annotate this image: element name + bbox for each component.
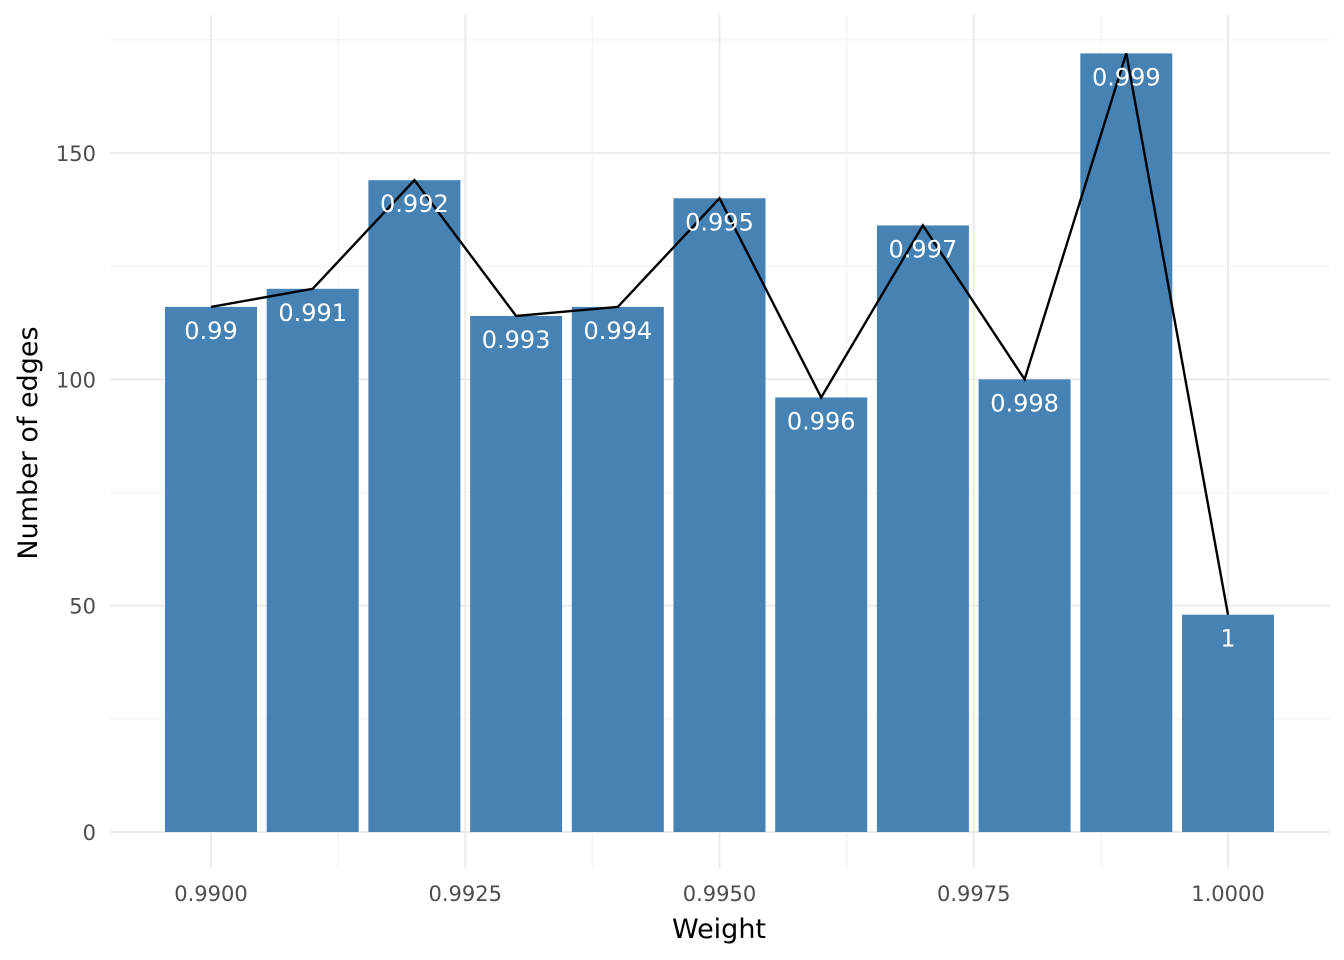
series-line bbox=[210, 53, 1230, 615]
bar-label: 0.998 bbox=[990, 389, 1059, 417]
x-tick-label: 0.9975 bbox=[937, 882, 1010, 906]
x-tick-label: 0.9925 bbox=[429, 882, 502, 906]
y-tick-label: 100 bbox=[56, 368, 96, 392]
bar bbox=[266, 288, 359, 832]
bar bbox=[571, 306, 664, 832]
bar-labels: 0.99 0.991 0.992 0.993 0.994 0.995 0.996 0.997 0… bbox=[184, 63, 1235, 652]
bar bbox=[978, 379, 1071, 832]
bar-label: 0.994 bbox=[583, 317, 652, 345]
bar-label: 0.99 bbox=[184, 317, 237, 345]
y-tick-label: 50 bbox=[69, 595, 96, 619]
bar bbox=[1182, 614, 1274, 832]
y-tick-label: 150 bbox=[56, 142, 96, 166]
y-axis-ticks: 0 50 100 150 bbox=[56, 142, 96, 845]
y-tick-label: 0 bbox=[83, 821, 96, 845]
bar-label: 1 bbox=[1220, 625, 1235, 653]
bars bbox=[165, 53, 1274, 833]
bar-label: 0.991 bbox=[278, 299, 347, 327]
bar-label: 0.992 bbox=[380, 190, 449, 218]
bar bbox=[1080, 53, 1173, 833]
bar bbox=[368, 180, 461, 832]
bar bbox=[165, 306, 257, 832]
bar-label: 0.999 bbox=[1092, 63, 1161, 91]
x-tick-label: 0.9950 bbox=[683, 882, 756, 906]
bar-label: 0.996 bbox=[787, 407, 856, 435]
bar-label: 0.995 bbox=[685, 208, 754, 236]
x-tick-label: 0.9900 bbox=[174, 882, 247, 906]
x-axis-ticks: 0.9900 0.9925 0.9950 0.9975 1.0000 bbox=[174, 882, 1264, 906]
bar-label: 0.997 bbox=[889, 235, 958, 263]
y-axis-title: Number of edges bbox=[13, 326, 44, 559]
x-tick-label: 1.0000 bbox=[1191, 882, 1264, 906]
bar bbox=[876, 225, 969, 833]
bar bbox=[470, 315, 563, 833]
line-layer bbox=[210, 53, 1230, 615]
x-axis-title: Weight bbox=[672, 914, 766, 945]
bar-label: 0.993 bbox=[482, 326, 551, 354]
bar bbox=[673, 198, 766, 832]
bar bbox=[775, 397, 868, 832]
